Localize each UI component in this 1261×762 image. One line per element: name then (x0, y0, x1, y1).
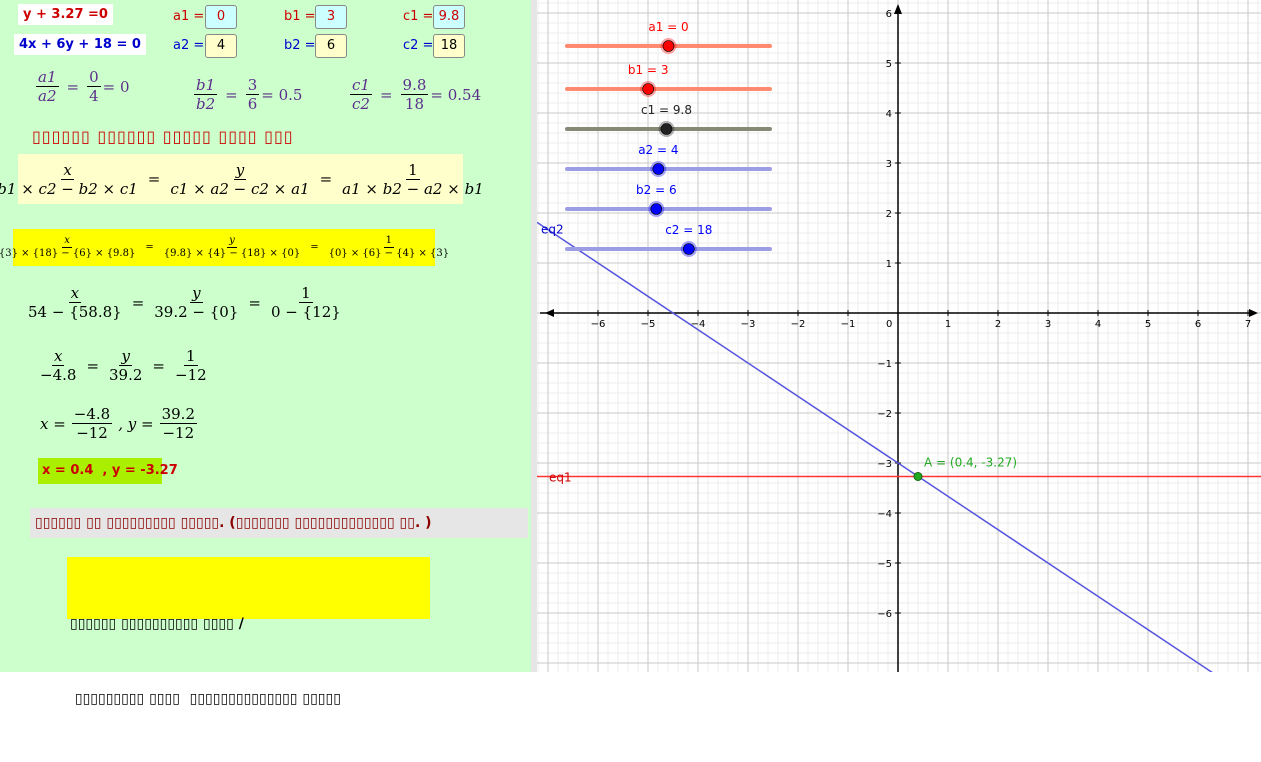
slider-2[interactable]: c1 = 9.8 (565, 103, 772, 137)
section-heading: ▯▯▯▯▯▯ ▯▯▯▯▯▯ ▯▯▯▯▯ ▯▯▯▯ ▯▯▯ (32, 127, 294, 146)
param-b1-label: b1 = (284, 9, 316, 24)
coordinate-plane[interactable]: −6 −5 −4 −3 −2 −1 0 1 2 3 4 5 6 7 6 5 4 3 2 1 −1 −2 −3 −4 −5 −6 e… (536, 0, 1261, 706)
footer-line-1: ▯▯▯▯▯▯ ▯▯▯▯▯▯▯▯▯▯ ▯▯▯▯ / (70, 616, 244, 632)
y-tick-label: 5 (886, 59, 892, 70)
x-tick-label: −3 (741, 319, 756, 330)
x-tick-label: −2 (791, 319, 806, 330)
step-3: x = −4.8 −12 , y = 39.2 −12 (40, 405, 197, 442)
equation-2: 4x + 6y + 18 = 0 (14, 34, 146, 55)
y-tick-label: 1 (886, 259, 892, 270)
slider-label: a1 = 0 (648, 20, 688, 34)
x-tick-label: 7 (1245, 319, 1251, 330)
result-box: x = 0.4 , y = -3.27 (38, 458, 178, 484)
y-tick-label: 2 (886, 209, 892, 220)
y-tick-label: −2 (877, 409, 892, 420)
slider-3[interactable]: a2 = 4 (565, 143, 772, 177)
slider-knob (660, 123, 673, 135)
param-c2-label: c2 = (403, 38, 434, 53)
y-tick-label: −3 (877, 459, 892, 470)
equation-1: y + 3.27 =0 (18, 4, 113, 25)
param-a2-input[interactable]: 4 (205, 34, 237, 58)
param-a1-input[interactable]: 0 (205, 5, 237, 29)
x-tick-label: 6 (1195, 319, 1201, 330)
slider-knob (662, 40, 675, 52)
y-tick-label: −1 (877, 359, 892, 370)
sliders: a1 = 0 b1 = 3 c1 = 9.8 a2 = 4 b2 = 6 c2 = 18 (565, 20, 772, 257)
slider-label: b2 = 6 (636, 183, 677, 197)
x-tick-label: −6 (591, 319, 606, 330)
x-tick-label: −4 (691, 319, 706, 330)
slider-1[interactable]: b1 = 3 (565, 63, 772, 97)
x-tick-label: 1 (945, 319, 951, 330)
param-c1-input[interactable]: 9.8 (433, 5, 465, 29)
slider-5[interactable]: c2 = 18 (565, 223, 772, 257)
axes (540, 4, 1258, 672)
param-c2-input[interactable]: 18 (433, 34, 465, 58)
general-formula: x b1 × c2 − b2 × c1 = y c1 × a2 − c2 × a1 … (0, 154, 484, 204)
intersection-label: A = (0.4, -3.27) (924, 456, 1017, 470)
grid-major (537, 0, 1261, 672)
eq2-line (536, 221, 1261, 706)
param-b2-label: b2 = (284, 38, 316, 53)
x-tick-label: 4 (1095, 319, 1101, 330)
y-tick-label: 6 (886, 9, 892, 20)
step-2: x −4.8 = y 39.2 = 1 −12 (40, 347, 207, 384)
footer-line-2: ▯▯▯▯▯▯▯▯▯ ▯▯▯▯ ▯▯▯▯▯▯▯▯▯▯▯▯▯▯ ▯▯▯▯▯ (70, 691, 341, 707)
grid-minor (537, 0, 1261, 672)
param-a1-label: a1 = (173, 9, 205, 24)
algebra-panel: y + 3.27 =0 4x + 6y + 18 = 0 a1 = 0 b1 =… (0, 0, 531, 707)
slider-label: c1 = 9.8 (641, 103, 692, 117)
x-tick-label: 0 (886, 319, 892, 330)
equation-lines: eq1 eq2 A = (0.4, -3.27) (536, 221, 1261, 706)
graphics-view[interactable]: −6 −5 −4 −3 −2 −1 0 1 2 3 4 5 6 7 6 5 4 3 2 1 −1 −2 −3 −4 −5 −6 e… (536, 0, 1261, 706)
slider-0[interactable]: a1 = 0 (565, 20, 772, 54)
y-tick-label: 4 (886, 109, 892, 120)
x-tick-label: 3 (1045, 319, 1051, 330)
footer-box: ▯▯▯▯▯▯ ▯▯▯▯▯▯▯▯▯▯ ▯▯▯▯ / ▯▯▯▯▯▯▯▯▯ ▯▯▯▯ … (67, 557, 430, 707)
param-b2-input[interactable]: 6 (315, 34, 347, 58)
slider-label: a2 = 4 (638, 143, 678, 157)
eq2-label: eq2 (541, 223, 564, 237)
param-b1-input[interactable]: 3 (315, 5, 347, 29)
y-axis-arrow (894, 4, 902, 14)
note-box: ▯▯▯▯▯▯ ▯▯ ▯▯▯▯▯▯▯▯▯ ▯▯▯▯▯. (▯▯▯▯▯▯▯ ▯▯▯▯… (30, 508, 528, 538)
x-tick-label: −1 (841, 319, 856, 330)
y-tick-label: −5 (877, 559, 892, 570)
slider-knob (642, 83, 654, 95)
slider-knob (683, 243, 695, 255)
param-a2-label: a2 = (173, 38, 205, 53)
x-axis-arrow (1249, 309, 1258, 317)
substituted-formula: x {3} × {18} − {6} × {9.8} = y {9.8} × {4}… (0, 229, 449, 266)
slider-4[interactable]: b2 = 6 (565, 183, 772, 217)
x-axis-arrow-left (545, 309, 554, 317)
param-c1-label: c1 = (403, 9, 434, 24)
slider-label: b1 = 3 (628, 63, 669, 77)
panel-divider[interactable] (531, 0, 537, 672)
eq1-label: eq1 (549, 471, 572, 485)
y-tick-label: −4 (877, 509, 892, 520)
y-tick-label: −6 (877, 609, 892, 620)
x-tick-label: −5 (641, 319, 656, 330)
slider-knob (652, 163, 665, 175)
ratio-c: c1 c2 = 9.8 18 = 0.54 (350, 76, 482, 113)
x-tick-label: 5 (1145, 319, 1151, 330)
tick-labels: −6 −5 −4 −3 −2 −1 0 1 2 3 4 5 6 7 6 5 4 3 2 1 −1 −2 −3 −4 −5 −6 (591, 9, 1252, 620)
intersection-point (913, 472, 923, 481)
slider-label: c2 = 18 (665, 223, 712, 237)
slider-knob (650, 203, 663, 215)
x-tick-label: 2 (995, 319, 1001, 330)
y-tick-label: 3 (886, 159, 892, 170)
